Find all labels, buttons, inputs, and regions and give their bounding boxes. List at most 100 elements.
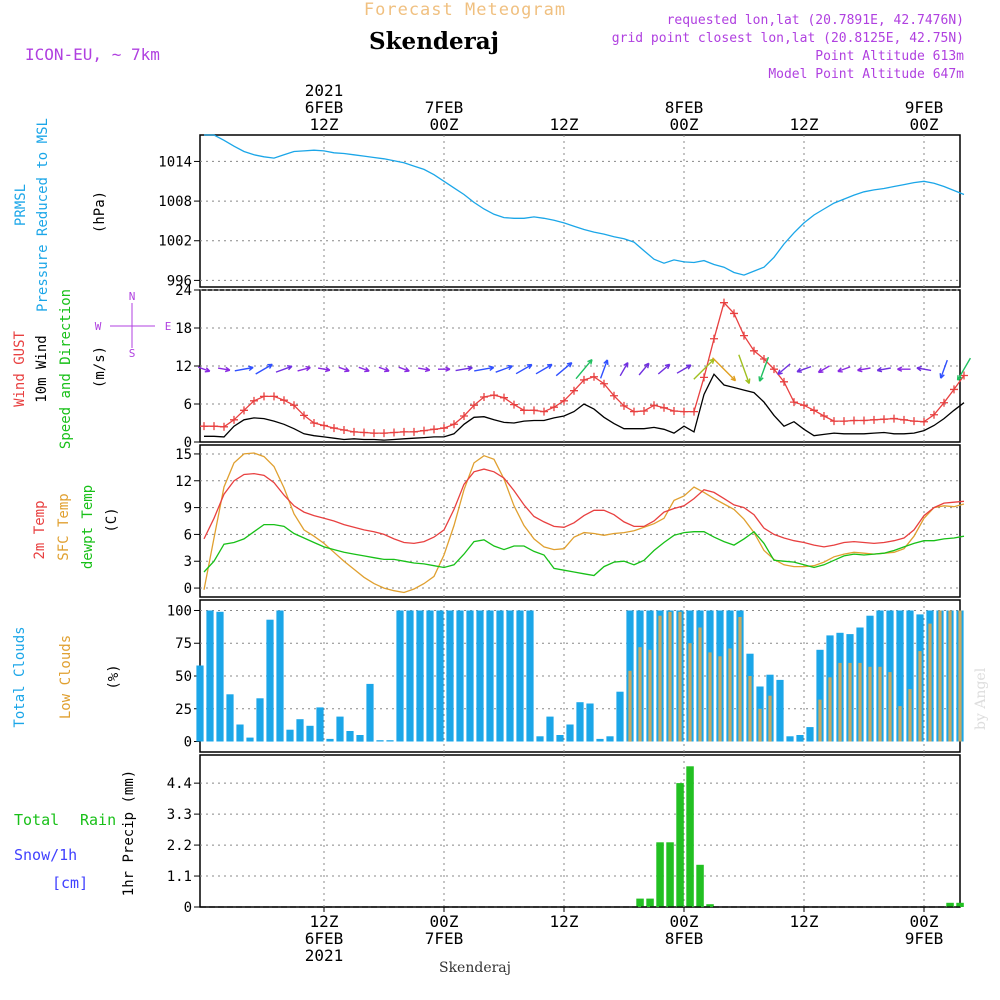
temp-label-3: dewpt Temp bbox=[80, 485, 96, 569]
low-cloud-bar bbox=[718, 656, 722, 742]
time-label-top: 6FEB bbox=[305, 98, 344, 117]
gust-marker bbox=[390, 428, 398, 437]
wind-direction-arrow bbox=[758, 356, 770, 382]
low-cloud-bar bbox=[928, 623, 932, 742]
gust-marker bbox=[660, 403, 668, 412]
wind-gust-line bbox=[204, 301, 965, 434]
wind-direction-arrow bbox=[474, 365, 495, 372]
gust-marker bbox=[760, 355, 768, 364]
time-label-top: 12Z bbox=[550, 115, 579, 134]
pressure-tick-label: 1002 bbox=[158, 234, 192, 250]
total-cloud-bar bbox=[376, 740, 384, 742]
wind-direction-arrow bbox=[939, 359, 948, 379]
total-cloud-bar bbox=[596, 738, 604, 742]
low-cloud-bar bbox=[838, 662, 842, 742]
gust-marker bbox=[710, 334, 718, 343]
clouds-label-2: Low Clouds bbox=[58, 635, 74, 719]
gust-marker bbox=[320, 421, 328, 430]
wind-tick-label: 0 bbox=[184, 435, 192, 451]
low-cloud-bar bbox=[658, 615, 662, 742]
pressure-tick-label: 996 bbox=[167, 273, 192, 289]
footer-location: Skenderaj bbox=[439, 960, 511, 976]
model-label: ICON-EU, ~ 7km bbox=[25, 45, 160, 64]
wind-label-unit: (m/s) bbox=[92, 346, 108, 388]
gust-marker bbox=[650, 401, 658, 410]
axis-ticks: 20216FEB12Z12Z6FEB20217FEB00Z00Z7FEB12Z1… bbox=[158, 81, 943, 965]
gust-marker bbox=[270, 392, 278, 401]
gust-marker bbox=[230, 415, 238, 424]
wind-direction-arrow bbox=[515, 363, 533, 375]
wind-direction-arrow bbox=[916, 365, 932, 372]
total-cloud-bar bbox=[446, 610, 454, 742]
gust-marker bbox=[800, 401, 808, 410]
total-cloud-bar bbox=[416, 610, 424, 742]
total-cloud-bar bbox=[206, 610, 214, 742]
gust-marker bbox=[440, 424, 448, 433]
clouds-tick-label: 0 bbox=[184, 735, 192, 751]
wind-direction-arrow bbox=[398, 366, 410, 373]
wind-direction-arrow bbox=[575, 358, 593, 380]
rain-bar bbox=[946, 902, 954, 907]
low-cloud-bar bbox=[768, 695, 772, 742]
temp-tick-label: 3 bbox=[184, 554, 192, 570]
compass-north: N bbox=[129, 290, 136, 303]
dewpt-temp-line bbox=[203, 523, 965, 577]
wind-label-3: Speed and Direction bbox=[58, 289, 74, 449]
total-cloud-bar bbox=[386, 740, 394, 742]
gust-marker bbox=[750, 346, 758, 355]
wind-direction-arrow bbox=[956, 357, 972, 381]
time-label-top: 12Z bbox=[790, 115, 819, 134]
low-cloud-bar bbox=[888, 672, 892, 742]
location-title: Skenderaj bbox=[369, 28, 499, 55]
low-cloud-bar bbox=[958, 610, 962, 742]
gust-marker bbox=[600, 379, 608, 388]
total-cloud-bar bbox=[466, 610, 474, 742]
wind-label-2: 10m Wind bbox=[34, 335, 50, 402]
clouds-label-1: Total Clouds bbox=[12, 626, 28, 727]
precip-label-total: Total bbox=[14, 811, 59, 829]
total-cloud-bar bbox=[896, 610, 904, 742]
rain-bar bbox=[956, 902, 964, 907]
gust-marker bbox=[370, 429, 378, 438]
clouds-tick-label: 25 bbox=[175, 702, 192, 718]
total-cloud-bar bbox=[306, 725, 314, 742]
time-label-top: 7FEB bbox=[425, 98, 464, 117]
wind-direction-arrow bbox=[234, 365, 254, 372]
gust-marker bbox=[870, 415, 878, 424]
low-cloud-bar bbox=[948, 610, 952, 742]
time-label-top: 00Z bbox=[910, 115, 939, 134]
wind-direction-arrow bbox=[495, 364, 513, 373]
gust-marker bbox=[580, 375, 588, 384]
total-cloud-bar bbox=[506, 610, 514, 742]
gust-marker bbox=[540, 407, 548, 416]
precip-label-rain: Rain bbox=[80, 811, 116, 829]
clouds-tick-label: 75 bbox=[175, 636, 192, 652]
gust-marker bbox=[240, 406, 248, 415]
total-cloud-bar bbox=[346, 731, 354, 742]
gust-marker bbox=[610, 391, 618, 400]
gust-marker bbox=[560, 396, 568, 405]
chart-marks bbox=[196, 134, 972, 908]
gust-marker bbox=[630, 407, 638, 416]
wind-direction-arrow bbox=[837, 366, 851, 373]
grid-lines bbox=[200, 135, 960, 907]
temp-2m-line bbox=[203, 468, 965, 548]
gust-marker bbox=[640, 406, 648, 415]
wind-direction-arrow bbox=[555, 362, 573, 377]
gust-marker bbox=[500, 393, 508, 402]
low-cloud-bar bbox=[828, 677, 832, 742]
total-cloud-bar bbox=[476, 610, 484, 742]
wind-direction-arrow bbox=[255, 363, 273, 375]
pressure-panel bbox=[199, 134, 961, 288]
gust-marker bbox=[480, 393, 488, 402]
total-cloud-bar bbox=[786, 736, 794, 742]
pressure-label-1: PRMSL bbox=[13, 184, 29, 226]
wind-direction-arrow bbox=[418, 366, 431, 373]
total-cloud-bar bbox=[426, 610, 434, 742]
total-cloud-bar bbox=[816, 649, 824, 742]
temp-tick-label: 0 bbox=[184, 581, 192, 597]
precip-tick-label: 1.1 bbox=[167, 869, 192, 885]
wind-direction-arrow bbox=[275, 365, 293, 373]
low-cloud-bar bbox=[708, 652, 712, 742]
